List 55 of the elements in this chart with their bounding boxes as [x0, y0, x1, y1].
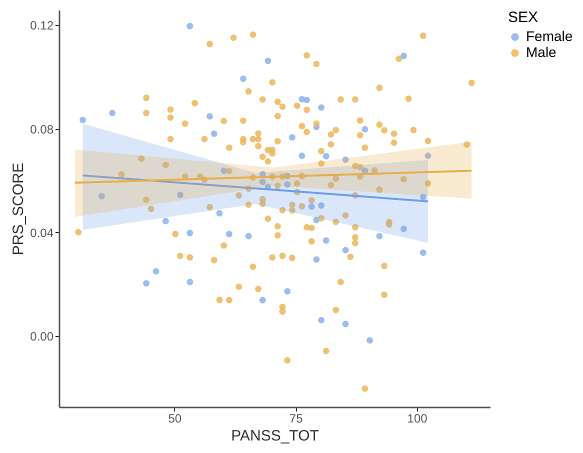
- point: [284, 288, 291, 295]
- point: [264, 58, 272, 64]
- point: [304, 96, 310, 104]
- point: [322, 237, 330, 244]
- point: [210, 130, 218, 137]
- x-tick-label: 50: [168, 412, 182, 426]
- point: [288, 134, 296, 141]
- point: [186, 22, 194, 30]
- point: [400, 52, 407, 60]
- point: [366, 337, 374, 344]
- point: [400, 226, 407, 232]
- y-tick-label: 0.04: [30, 226, 54, 240]
- point: [152, 268, 160, 275]
- point: [259, 296, 266, 304]
- point: [420, 249, 426, 256]
- legend-label: Male: [526, 44, 557, 60]
- point: [220, 168, 228, 174]
- point: [176, 192, 184, 198]
- point: [80, 116, 86, 124]
- point: [186, 278, 194, 286]
- point: [318, 104, 325, 111]
- point: [318, 316, 325, 324]
- point: [424, 152, 432, 159]
- point: [313, 256, 320, 263]
- point: [259, 178, 266, 186]
- y-tick-label: 0.08: [30, 122, 54, 136]
- point: [322, 153, 330, 160]
- x-axis-title: PANSS_TOT: [231, 428, 319, 444]
- point: [206, 113, 214, 120]
- legend-label: Female: [526, 28, 573, 44]
- point: [362, 126, 368, 133]
- point: [109, 110, 116, 116]
- point: [376, 232, 383, 240]
- point: [240, 75, 246, 82]
- point: [186, 230, 194, 236]
- point: [226, 230, 232, 238]
- point: [342, 156, 349, 163]
- point: [298, 152, 306, 159]
- point: [342, 320, 349, 328]
- point: [308, 203, 315, 210]
- point: [98, 192, 105, 200]
- y-tick-label: 0.12: [30, 18, 54, 33]
- legend-title: SEX: [508, 9, 538, 26]
- point: [216, 210, 223, 217]
- point: [318, 202, 325, 209]
- x-tick-label: 100: [407, 412, 428, 426]
- point: [143, 280, 150, 287]
- y-tick-label: 0.00: [30, 330, 54, 344]
- x-tick-label: 75: [289, 412, 304, 426]
- y-axis-title: PRS_SCORE: [10, 162, 28, 256]
- point: [342, 246, 349, 254]
- point: [162, 218, 169, 224]
- point: [420, 194, 426, 200]
- point: [284, 181, 291, 188]
- point: [245, 232, 252, 240]
